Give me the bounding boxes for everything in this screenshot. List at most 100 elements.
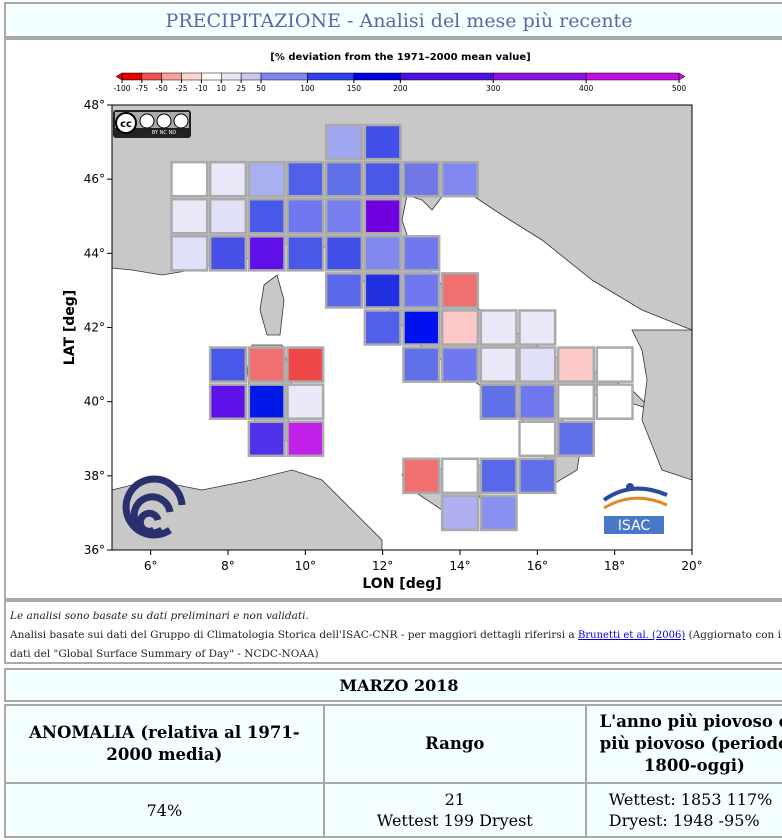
cell: 74% [6,784,323,836]
colorbar-segment [307,72,355,81]
grid-cell [208,383,248,420]
month-header: MARZO 2018 [4,668,782,702]
stats-table: ANOMALIA (relativa al 1971-2000 media) R… [4,704,782,838]
grid-cell [363,235,402,272]
colorbar-tick-label: -75 [136,84,148,93]
colorbar-tick-label: 100 [300,84,315,93]
grid-cell [479,457,518,495]
y-tick-label: 36° [84,543,105,557]
grid-cell [518,346,557,383]
grid-cell [402,457,441,495]
colorbar-tick-label: 150 [347,84,362,93]
grid-cell [286,420,325,458]
cc-label: cc [120,119,132,130]
grid-cell [518,420,557,458]
x-tick-label: 8° [221,559,235,573]
note-line: Le analisi sono basate su dati prelimina… [10,610,309,622]
grid-cell [440,346,480,383]
grid-cell [402,346,441,383]
grid-cell [170,160,209,198]
reference-link[interactable]: Brunetti et al. (2006) [578,630,686,641]
colorbar-segment [161,72,182,81]
map-panel: cc BY NC ND ISAC 6° 8° 10° 12° 14° 16° 18° 20° 3… [4,38,782,600]
colorbar-end [115,72,123,81]
colorbar-tick-label: -100 [113,84,130,93]
cc-badge: cc BY NC ND [113,110,191,138]
grid-cell [440,272,480,309]
grid-cell [402,235,441,272]
grid-cell [208,235,248,272]
colorbar-segment [201,72,222,81]
colorbar-segment [240,72,262,81]
colorbar-end [678,72,686,81]
x-tick-label: 6° [144,559,158,573]
grid-cell [247,420,286,458]
x-tick-label: 12° [372,559,393,573]
column-header: Rango [324,706,585,782]
cnr-logo [122,475,186,539]
grid-cell [363,160,402,198]
grid-cell [518,457,557,495]
map: cc BY NC ND ISAC 6° 8° 10° 12° 14° 16° 18° 20° 3… [62,52,703,592]
grid-cell [324,235,364,272]
grid-cell [170,235,209,272]
grid-cell [363,123,402,161]
grid-cell [479,383,518,420]
colorbar-tick-label: -25 [175,84,187,93]
colorbar-segment [141,72,162,81]
colorbar-segment [181,72,202,81]
grid-cell [286,383,325,420]
colorbar-tick-label: 300 [486,84,501,93]
grid-cell [363,197,402,235]
y-tick-label: 46° [84,172,105,186]
colorbar-segment [260,72,308,81]
grid-cell [286,197,325,235]
colorbar-tick-label: 400 [579,84,594,93]
x-axis-label: LON [deg] [362,576,441,592]
grid-cell [440,309,480,346]
colorbar-tick-label: 25 [236,84,246,93]
isac-logo: ISAC [602,483,668,534]
cell-text: 74% [146,800,183,820]
grid-cell [556,383,596,420]
grid-cell [247,346,286,383]
cell-text: Wettest: 1853 117% [608,790,773,809]
x-tick-label: 18° [604,559,625,573]
grid-cell [479,309,518,346]
note-text: Analisi basate sui dati del Gruppo di Cl… [10,629,579,641]
grid-cell [556,420,596,458]
grid-cell [518,309,557,346]
cell-text: 21 [444,790,465,809]
cell-text: Dryest: 1948 -95% [608,811,760,830]
x-tick-label: 16° [527,559,548,573]
colorbar-segment [400,72,494,81]
grid-cell [440,457,480,495]
colorbar-tick-label: -10 [195,84,207,93]
x-tick-label: 10° [295,559,316,573]
grid-cell [556,346,596,383]
colorbar-tick-label: 10 [217,84,227,93]
x-tick-label: 14° [449,559,470,573]
colorbar-tick-label: 50 [256,84,266,93]
grid-cell [402,309,441,346]
cc-terms: BY NC ND [152,130,176,136]
grid-cell [440,160,480,198]
colorbar-tick-label: 500 [672,84,687,93]
grid-cell [479,494,518,532]
colorbar-segment [353,72,401,81]
notes: Le analisi sono basate su dati prelimina… [4,600,782,664]
grid-cell [208,160,248,198]
cell: 21 Wettest 199 Dryest [324,784,585,836]
y-tick-label: 38° [84,469,105,483]
grid-cell [247,197,286,235]
grid-cell [247,383,286,420]
grid-cell [286,160,325,198]
grid-cell [286,346,325,383]
grid-cell [518,383,557,420]
isac-label: ISAC [618,518,651,534]
grid-cell [247,235,286,272]
y-tick-label: 48° [84,98,105,112]
y-tick-label: 44° [84,246,105,260]
note-text: (Aggiornato con i dati del "Global Surfa… [10,629,781,660]
